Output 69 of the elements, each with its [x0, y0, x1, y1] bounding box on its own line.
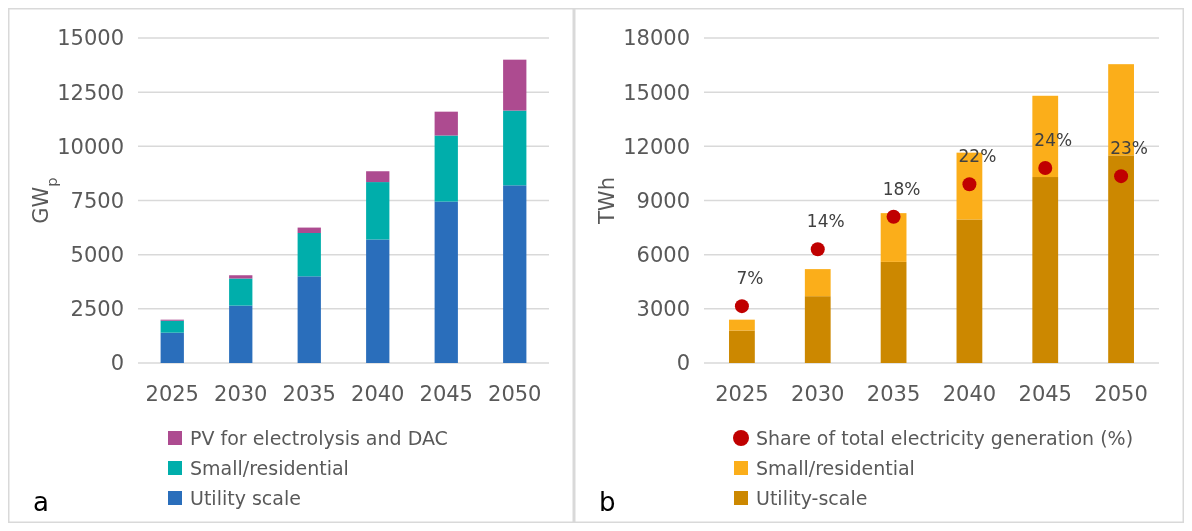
bar — [804, 296, 831, 363]
x-tick-label: 2030 — [214, 382, 268, 406]
y-axis-title: TWh — [595, 177, 619, 225]
x-tick-label: 2025 — [715, 382, 769, 406]
bar — [160, 332, 184, 363]
x-tick-label: 2035 — [282, 382, 336, 406]
x-tick-label: 2040 — [351, 382, 405, 406]
x-tick-label: 2040 — [942, 382, 997, 406]
point — [734, 299, 749, 314]
y-tick-label: 7500 — [70, 188, 124, 213]
legend-label: Utility-scale — [756, 486, 868, 509]
bar — [297, 233, 321, 277]
x-tick-label: 2050 — [488, 382, 542, 406]
legend-label: Utility scale — [190, 486, 301, 509]
x-tick-label: 2025 — [145, 382, 199, 406]
bar — [503, 185, 527, 363]
legend-label: Small/residential — [756, 456, 915, 479]
y-tick-label: 18000 — [623, 26, 690, 51]
y-tick-label: 10000 — [57, 134, 124, 159]
data-label: 14% — [806, 211, 845, 232]
bar — [366, 182, 390, 240]
y-tick-label: 15000 — [623, 80, 690, 105]
point — [1038, 161, 1053, 175]
x-tick-label: 2045 — [1018, 382, 1072, 406]
bar — [1108, 155, 1134, 363]
bar — [434, 201, 458, 363]
text: a — [33, 487, 49, 517]
y-tick-label: 3000 — [636, 297, 690, 322]
bar — [229, 305, 253, 363]
bar — [729, 330, 755, 363]
point — [810, 242, 825, 257]
y-tick-label: 6000 — [636, 243, 690, 268]
legend-label: Small/residential — [190, 456, 349, 479]
y-tick-label: 15000 — [57, 26, 124, 51]
x-tick-label: 2035 — [866, 382, 921, 406]
point — [886, 209, 901, 224]
bar — [1032, 177, 1059, 363]
y-tick-label: 12500 — [57, 80, 124, 105]
y-tick-label: 0 — [676, 351, 690, 376]
y-tick-label: 9000 — [636, 188, 690, 213]
point — [1114, 169, 1129, 184]
bar — [503, 110, 527, 186]
legend-label: Share of total electricity generation (%) — [756, 426, 1134, 449]
bar — [229, 278, 253, 306]
bar — [880, 261, 907, 363]
bar — [366, 239, 390, 363]
x-tick-label: 2030 — [791, 382, 845, 406]
y-tick-label: 5000 — [70, 243, 124, 268]
bar — [434, 111, 458, 136]
bar — [229, 275, 253, 279]
bar — [503, 59, 527, 111]
bar — [160, 320, 184, 333]
bar — [729, 319, 755, 331]
text: b — [599, 487, 616, 517]
y-tick-label: 2500 — [70, 297, 124, 322]
bar — [804, 269, 831, 297]
y-tick-label: 12000 — [623, 134, 690, 159]
y-tick-label: 0 — [110, 351, 124, 376]
point — [962, 177, 977, 192]
bar — [434, 135, 458, 202]
bar — [956, 219, 983, 363]
data-label: 7% — [736, 268, 764, 289]
x-tick-label: 2045 — [419, 382, 473, 406]
bar — [366, 171, 390, 183]
bar — [297, 276, 321, 363]
bar — [297, 227, 321, 233]
legend-label: PV for electrolysis and DAC — [190, 426, 448, 449]
data-label: 18% — [882, 178, 921, 199]
x-tick-label: 2050 — [1094, 382, 1148, 406]
